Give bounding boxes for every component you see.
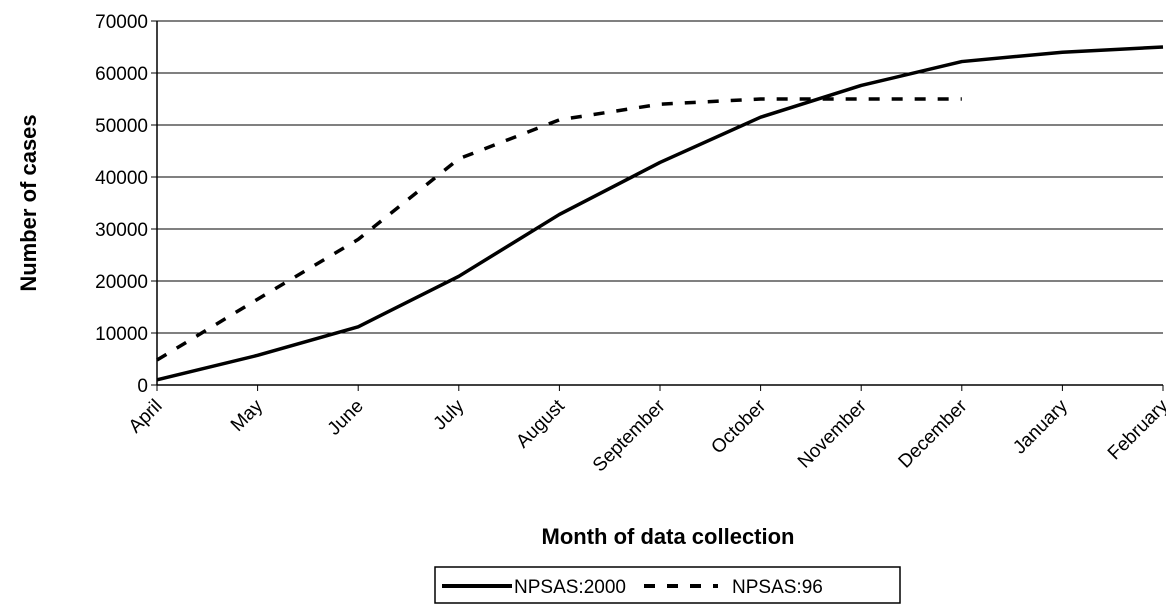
gridlines [157,20,1163,334]
y-tick-label: 10000 [95,324,148,345]
x-tick-label: November [794,395,871,472]
x-tick-label: June [324,396,368,440]
y-axis-label: Number of cases [16,114,41,291]
series-line-npsas96 [156,97,962,362]
x-tick-label: September [589,395,670,476]
series-lines [156,45,1164,382]
y-tick-label: 30000 [95,220,148,241]
y-tick-label: 50000 [95,116,148,137]
x-tick-label: February [1104,395,1166,464]
legend-label-npsas96: NPSAS:96 [732,577,823,598]
plot-area [156,21,1163,386]
x-tick-label: October [707,395,770,458]
legend: NPSAS:2000 NPSAS:96 [434,566,901,604]
legend-label-npsas2000: NPSAS:2000 [514,577,626,598]
y-tick-label: 70000 [95,12,148,33]
x-tick-label: July [430,395,469,434]
y-tick-label: 60000 [95,64,148,85]
x-tick-label: December [895,395,972,472]
y-tick-label: 40000 [95,168,148,189]
x-axis-label: Month of data collection [542,524,795,549]
x-tick-label: August [512,395,569,452]
series-line-npsas2000 [156,45,1164,382]
x-axis-ticks: April May June July August September October No… [125,385,1166,476]
y-axis-ticks: 0 10000 20000 30000 40000 50000 60000 70000 [95,12,157,397]
x-tick-label: May [227,395,268,436]
x-tick-label: January [1009,395,1072,458]
y-tick-label: 0 [137,376,148,397]
x-tick-label: April [125,396,167,438]
y-tick-label: 20000 [95,272,148,293]
